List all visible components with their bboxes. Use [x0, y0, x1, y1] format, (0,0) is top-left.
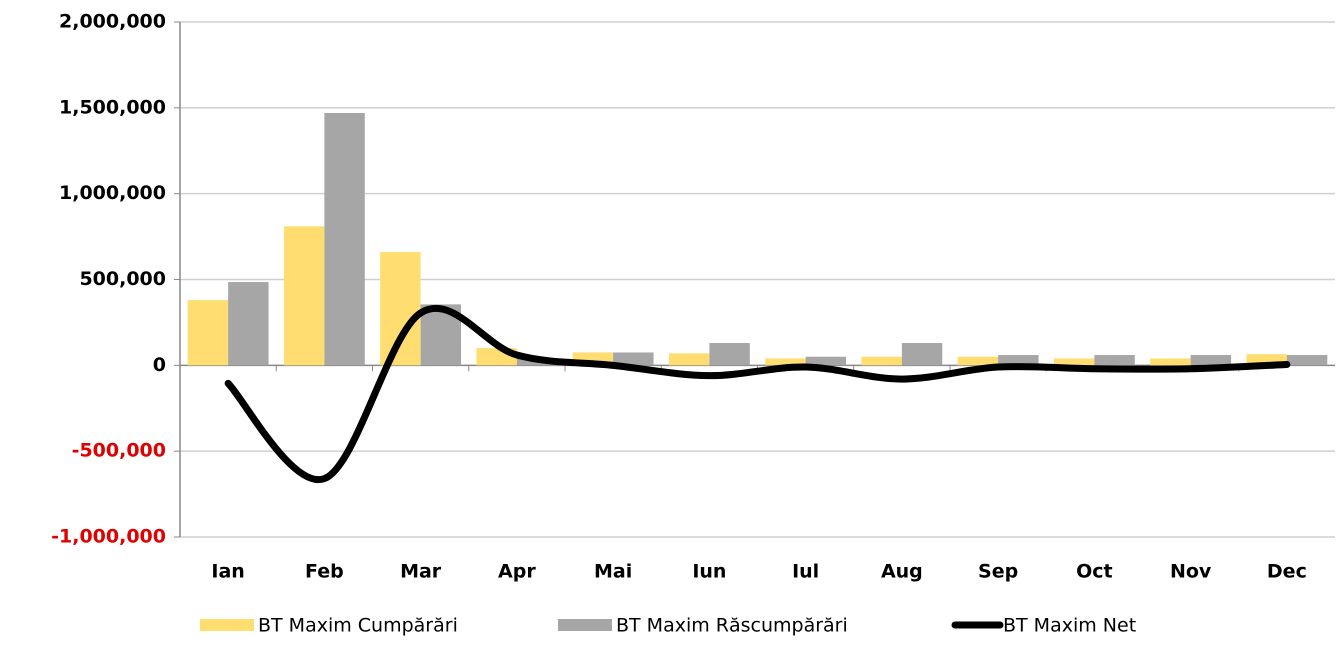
x-tick-label: Iul	[792, 561, 819, 583]
bar	[1246, 354, 1287, 366]
x-tick-label: Mar	[400, 561, 442, 583]
legend-label: BT Maxim Răscumpărări	[616, 615, 848, 637]
x-tick-label: Apr	[498, 561, 536, 583]
bar	[805, 356, 847, 366]
bar	[380, 252, 421, 366]
bar	[668, 353, 710, 366]
x-tick-label: Mai	[594, 561, 632, 583]
bar	[998, 355, 1039, 366]
x-tick-label: Nov	[1170, 561, 1212, 583]
y-tick-label: 2,000,000	[59, 11, 166, 33]
bar	[1150, 358, 1191, 366]
bar	[765, 358, 806, 366]
bar	[1094, 355, 1135, 366]
bar	[901, 343, 943, 366]
bar	[613, 352, 654, 366]
bar	[187, 300, 229, 366]
bar	[709, 343, 750, 366]
legend-swatch	[200, 619, 254, 631]
bar	[861, 356, 902, 366]
x-tick-label: Oct	[1076, 561, 1113, 583]
y-tick-label: 1,000,000	[59, 182, 166, 204]
y-tick-label: -1,000,000	[51, 526, 166, 548]
x-tick-label: Iun	[692, 561, 726, 583]
x-tick-label: Aug	[881, 561, 923, 583]
legend-label: BT Maxim Net	[1003, 615, 1136, 637]
bar	[1286, 355, 1328, 366]
bar	[957, 356, 999, 366]
bar	[1190, 355, 1232, 366]
y-tick-label: 500,000	[79, 268, 166, 290]
legend-label: BT Maxim Cumpărări	[258, 615, 458, 637]
x-tick-label: Sep	[978, 561, 1018, 583]
x-tick-label: Feb	[305, 561, 344, 583]
bar	[283, 226, 325, 366]
bar	[228, 282, 269, 366]
line	[224, 304, 1291, 484]
y-tick-label: 0	[153, 354, 166, 376]
y-tick-label: -500,000	[72, 440, 166, 462]
legend-swatch	[558, 619, 612, 631]
x-tick-label: Dec	[1267, 561, 1307, 583]
bar	[1053, 358, 1095, 366]
y-tick-label: 1,500,000	[59, 96, 166, 118]
bar	[324, 112, 365, 366]
x-tick-label: Ian	[211, 561, 244, 583]
